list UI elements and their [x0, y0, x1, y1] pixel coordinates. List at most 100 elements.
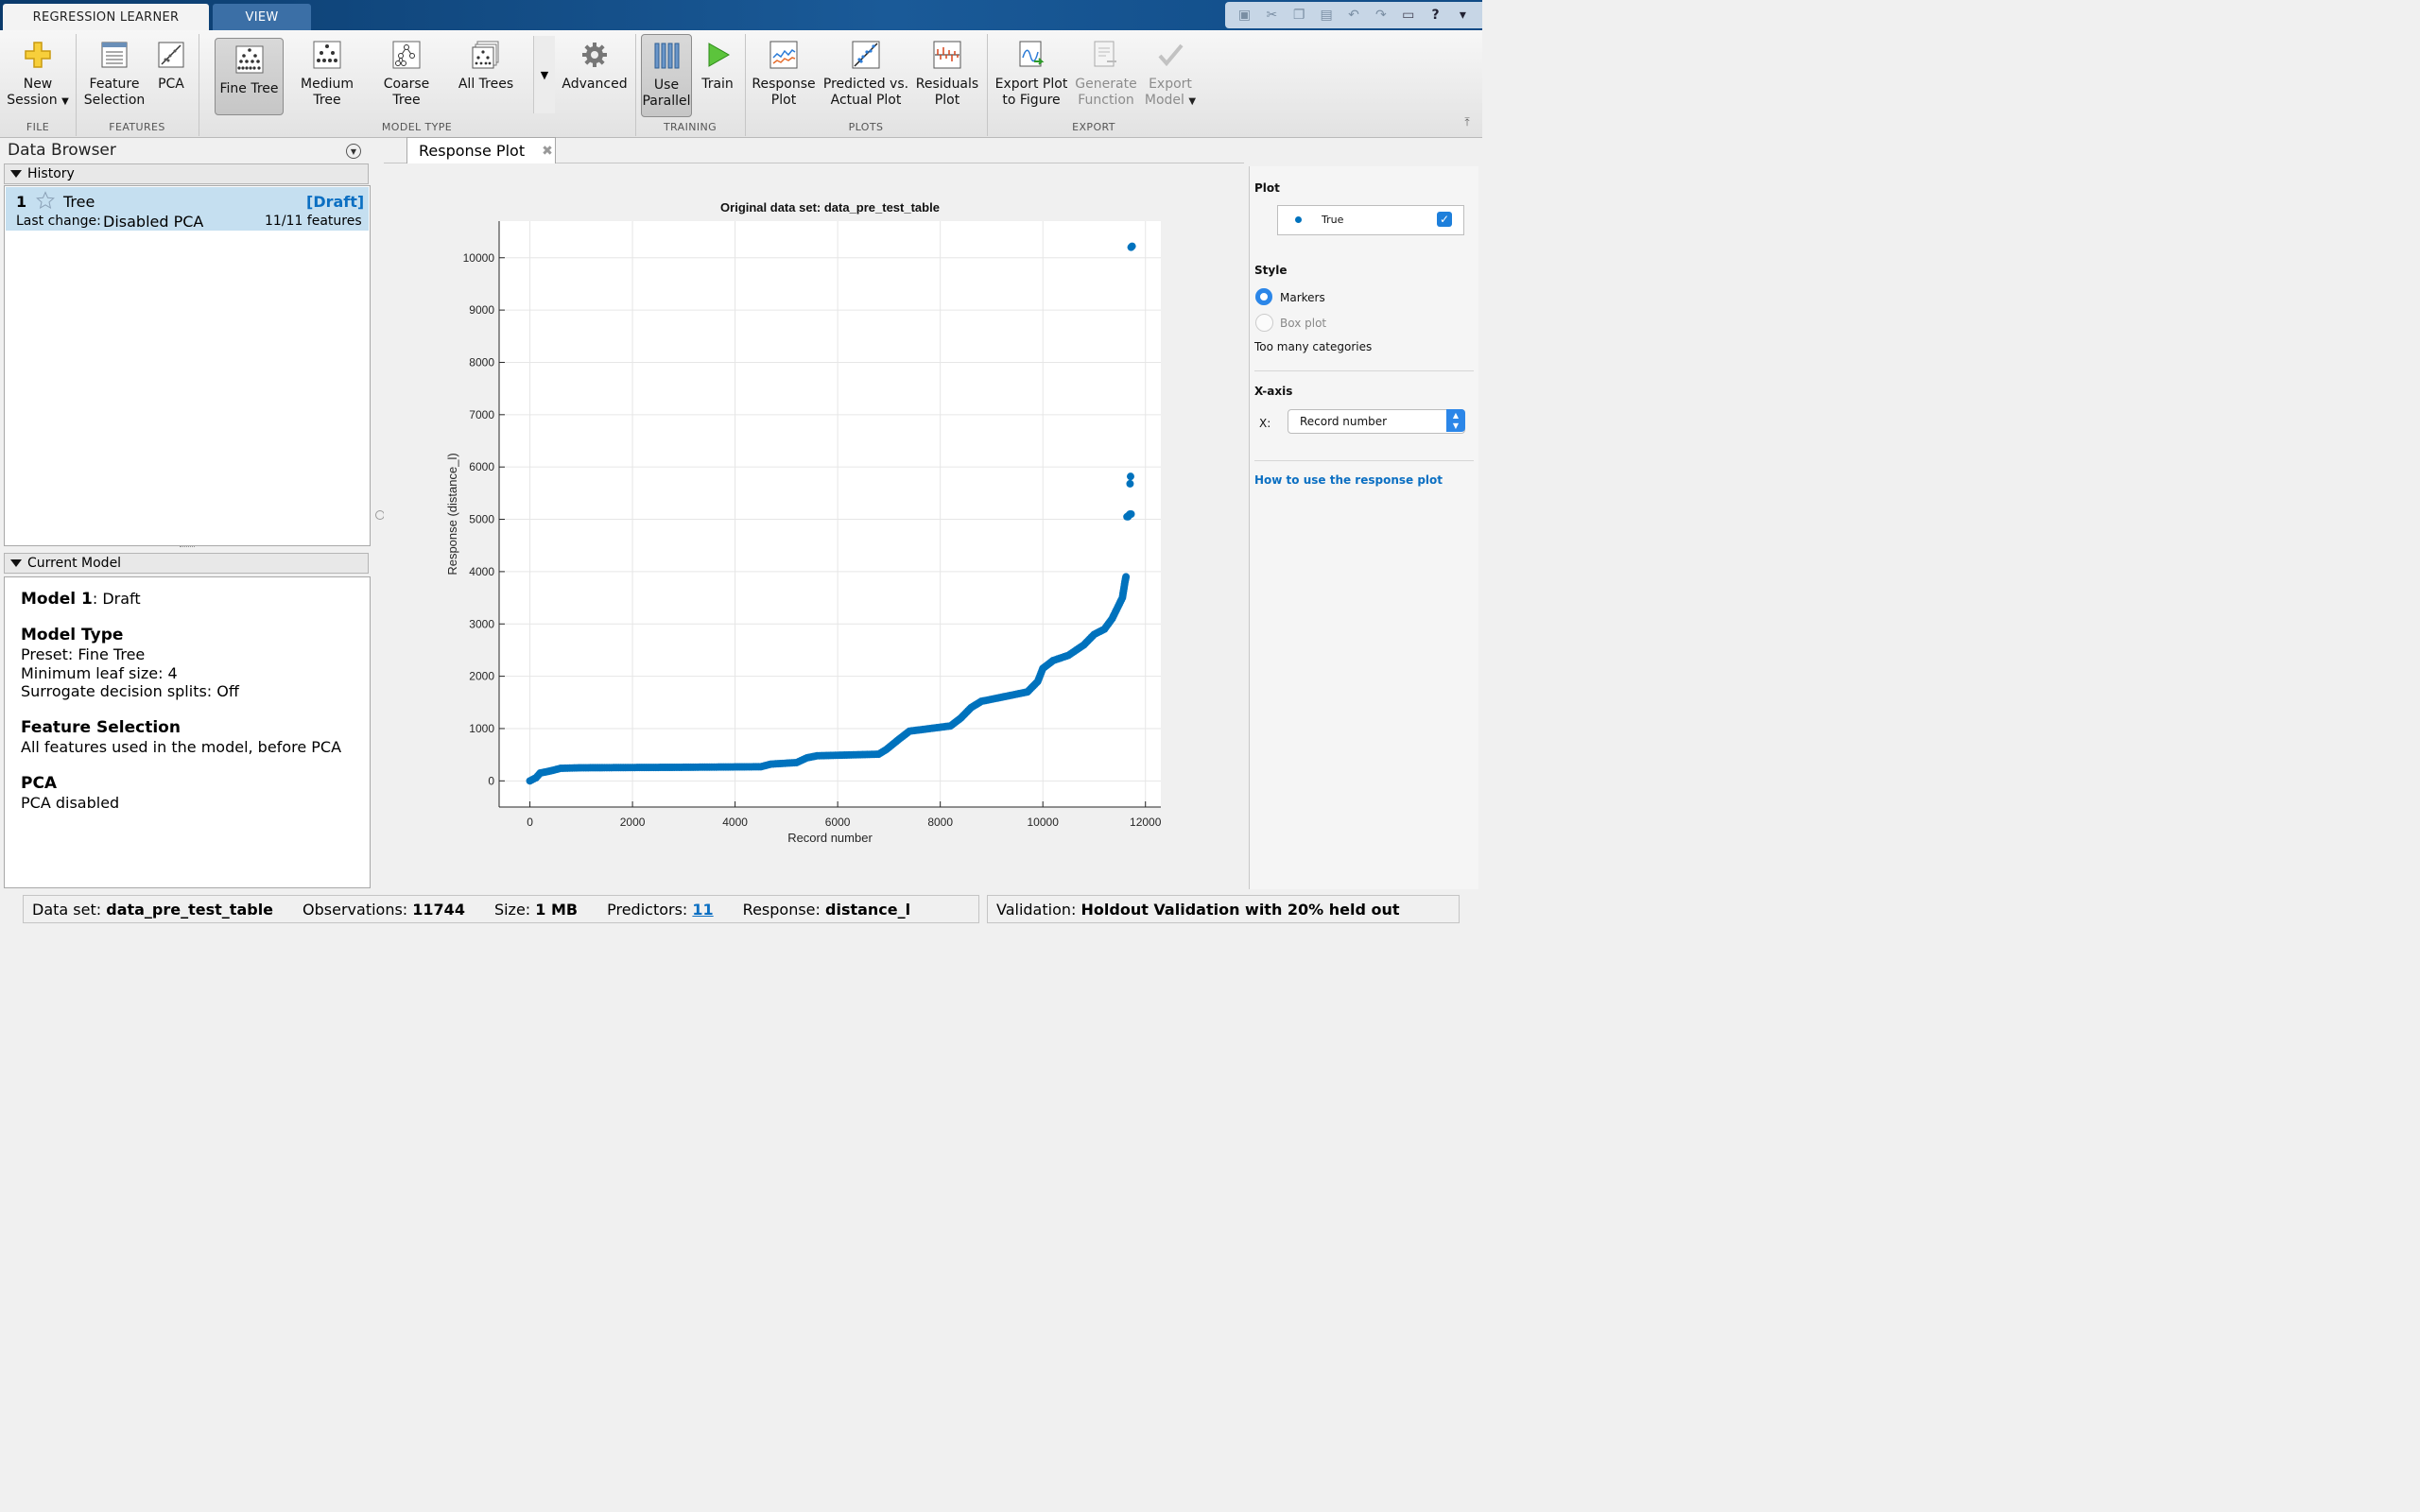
pca-scatter-icon — [155, 39, 187, 71]
x-axis-label: Record number — [787, 831, 873, 845]
play-icon — [701, 39, 734, 71]
medium-tree-button[interactable]: Medium Tree — [291, 34, 363, 117]
history-list — [4, 185, 371, 546]
pca-text: PCA disabled — [21, 794, 120, 812]
model-preset: Preset: Fine Tree — [21, 645, 146, 663]
y-tick-label: 0 — [488, 774, 494, 787]
min-leaf-size: Minimum leaf size: 4 — [21, 664, 178, 682]
advanced-button[interactable]: Advanced — [558, 34, 631, 117]
x-tick-label: 6000 — [825, 816, 851, 829]
surrogate-splits: Surrogate decision splits: Off — [21, 682, 239, 700]
x-tick-label: 4000 — [722, 816, 748, 829]
response-plot-button[interactable]: Response Plot — [749, 34, 819, 117]
data-point — [1126, 479, 1134, 488]
marker-dot-icon — [1295, 216, 1302, 223]
y-tick-label: 10000 — [463, 251, 495, 265]
dataset-name: data_pre_test_table — [106, 900, 274, 919]
y-tick-label: 1000 — [469, 722, 494, 735]
y-tick-label: 3000 — [469, 617, 494, 630]
model-gallery-expand-icon[interactable]: ▼ — [533, 36, 555, 113]
model-type-heading: Model Type — [21, 626, 124, 644]
y-tick-label: 5000 — [469, 513, 494, 526]
tab-view[interactable]: VIEW — [213, 4, 311, 30]
export-model-button[interactable]: Export Model ▼ — [1142, 34, 1199, 117]
plot-background — [499, 221, 1161, 807]
markers-radio[interactable] — [1255, 288, 1272, 305]
medium-tree-icon — [311, 39, 343, 71]
x-axis-section-heading: X-axis — [1254, 385, 1293, 398]
y-tick-label: 4000 — [469, 565, 494, 578]
response-plot-tab[interactable]: Response Plot ✖ — [406, 137, 556, 163]
data-browser-title: Data Browser — [8, 141, 116, 160]
response-plot-icon — [768, 39, 800, 71]
expand-arrow-icon[interactable]: ▾ — [1459, 8, 1466, 23]
history-model-row[interactable]: 1 Tree [Draft] Last change: Disabled PCA… — [6, 187, 369, 231]
x-tick-label: 10000 — [1028, 816, 1060, 829]
box-plot-radio[interactable] — [1255, 314, 1273, 332]
redo-icon[interactable]: ↷ — [1374, 8, 1387, 23]
collapse-triangle-icon — [10, 170, 22, 178]
new-session-button[interactable]: New Session ▼ — [4, 34, 72, 117]
response-scatter-chart: 0 2000 4000 6000 8000 10000 12000 0 1000 2000 3000… — [445, 200, 1162, 845]
current-model-label: Model 1 — [21, 590, 93, 609]
toolstrip-tab-bar: REGRESSION LEARNER VIEW ▣ ✂ ❐ ▤ ↶ ↷ ▭ ? … — [0, 0, 1482, 30]
model-type: Tree — [63, 193, 95, 211]
coarse-tree-icon — [390, 39, 423, 71]
x-tick-label: 0 — [527, 816, 533, 829]
observation-count: 11744 — [412, 900, 465, 919]
response-plot-help-link[interactable]: How to use the response plot — [1254, 473, 1443, 487]
predictors-link[interactable]: 11 — [692, 900, 714, 919]
generate-function-button[interactable]: Generate Function — [1074, 34, 1138, 117]
feature-selection-text: All features used in the model, before P… — [21, 738, 342, 756]
history-section-header[interactable]: History — [4, 163, 369, 184]
coarse-tree-button[interactable]: Coarse Tree — [371, 34, 442, 117]
feature-count: 11/11 features — [265, 214, 362, 229]
ribbon: New Session ▼ Feature Selection PCA Fine… — [0, 30, 1482, 138]
checkmark-icon — [1154, 39, 1186, 71]
show-true-checkbox[interactable]: ✓ — [1437, 212, 1452, 227]
last-change-value: Disabled PCA — [103, 213, 204, 231]
parallel-bars-icon — [650, 40, 683, 72]
y-tick-label: 6000 — [469, 460, 494, 473]
export-plot-button[interactable]: Export Plot to Figure — [993, 34, 1070, 117]
x-axis-select[interactable]: Record number ▲ ▼ — [1288, 409, 1465, 434]
too-many-categories-note: Too many categories — [1254, 340, 1373, 353]
y-tick-label: 8000 — [469, 355, 494, 369]
x-tick-label: 2000 — [620, 816, 646, 829]
residuals-plot-button[interactable]: Residuals Plot — [913, 34, 981, 117]
use-parallel-toggle[interactable]: Use Parallel — [641, 34, 692, 117]
group-label-model-type: MODEL TYPE — [381, 121, 453, 133]
copy-icon[interactable]: ❐ — [1292, 8, 1305, 23]
help-icon[interactable]: ? — [1431, 8, 1440, 23]
x-tick-label: 8000 — [927, 816, 953, 829]
all-trees-button[interactable]: All Trees — [450, 34, 522, 117]
collapse-triangle-icon — [10, 559, 22, 567]
all-trees-icon — [470, 39, 502, 71]
paste-icon[interactable]: ▤ — [1320, 8, 1333, 23]
window-layout-icon[interactable]: ▭ — [1402, 8, 1415, 23]
panel-menu-icon[interactable]: ▼ — [346, 144, 361, 159]
validation-scheme: Holdout Validation with 20% held out — [1080, 900, 1400, 919]
y-tick-label: 7000 — [469, 408, 494, 421]
chart-title: Original data set: data_pre_test_table — [720, 200, 940, 215]
current-model-status: : Draft — [92, 590, 141, 608]
collapse-ribbon-icon[interactable]: ⤒ — [1464, 115, 1470, 129]
legend-entry-true[interactable]: True ✓ — [1277, 205, 1464, 235]
pca-button[interactable]: PCA — [149, 34, 193, 117]
fine-tree-button[interactable]: Fine Tree — [215, 38, 284, 115]
train-button[interactable]: Train — [696, 34, 739, 117]
undo-icon[interactable]: ↶ — [1348, 8, 1359, 23]
export-figure-icon — [1015, 39, 1047, 71]
predicted-vs-actual-button[interactable]: Predicted vs. Actual Plot — [822, 34, 909, 117]
tab-regression-learner[interactable]: REGRESSION LEARNER — [3, 4, 209, 30]
save-icon[interactable]: ▣ — [1237, 8, 1252, 23]
current-model-section-header[interactable]: Current Model — [4, 553, 369, 574]
cut-icon[interactable]: ✂ — [1266, 8, 1278, 23]
validation-status: Validation: Holdout Validation with 20% … — [987, 895, 1460, 923]
legend-label: True — [1322, 214, 1344, 226]
star-icon[interactable] — [36, 191, 55, 210]
feature-selection-button[interactable]: Feature Selection — [81, 34, 147, 117]
close-tab-icon[interactable]: ✖ — [542, 143, 553, 159]
y-axis-label: Response (distance_l) — [445, 453, 459, 575]
predicted-vs-actual-icon — [850, 39, 882, 71]
